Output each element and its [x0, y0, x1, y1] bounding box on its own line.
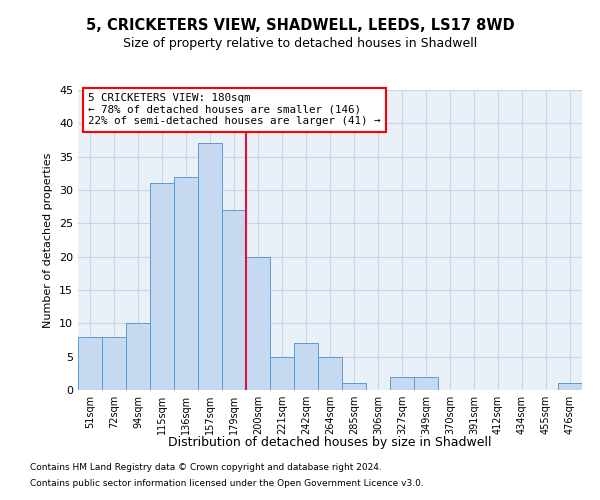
- Bar: [150, 184, 174, 390]
- Bar: [270, 356, 294, 390]
- Bar: [126, 324, 150, 390]
- Text: 5, CRICKETERS VIEW, SHADWELL, LEEDS, LS17 8WD: 5, CRICKETERS VIEW, SHADWELL, LEEDS, LS1…: [86, 18, 514, 32]
- Bar: [246, 256, 270, 390]
- Bar: [102, 336, 126, 390]
- Text: Size of property relative to detached houses in Shadwell: Size of property relative to detached ho…: [123, 38, 477, 51]
- Text: Distribution of detached houses by size in Shadwell: Distribution of detached houses by size …: [168, 436, 492, 449]
- Bar: [174, 176, 198, 390]
- Bar: [222, 210, 246, 390]
- Text: Contains HM Land Registry data © Crown copyright and database right 2024.: Contains HM Land Registry data © Crown c…: [30, 464, 382, 472]
- Bar: [78, 336, 102, 390]
- Bar: [198, 144, 222, 390]
- Bar: [294, 344, 318, 390]
- Y-axis label: Number of detached properties: Number of detached properties: [43, 152, 53, 328]
- Text: Contains public sector information licensed under the Open Government Licence v3: Contains public sector information licen…: [30, 478, 424, 488]
- Text: 5 CRICKETERS VIEW: 180sqm
← 78% of detached houses are smaller (146)
22% of semi: 5 CRICKETERS VIEW: 180sqm ← 78% of detac…: [88, 93, 380, 126]
- Bar: [342, 384, 366, 390]
- Bar: [414, 376, 438, 390]
- Bar: [390, 376, 414, 390]
- Bar: [558, 384, 582, 390]
- Bar: [318, 356, 342, 390]
